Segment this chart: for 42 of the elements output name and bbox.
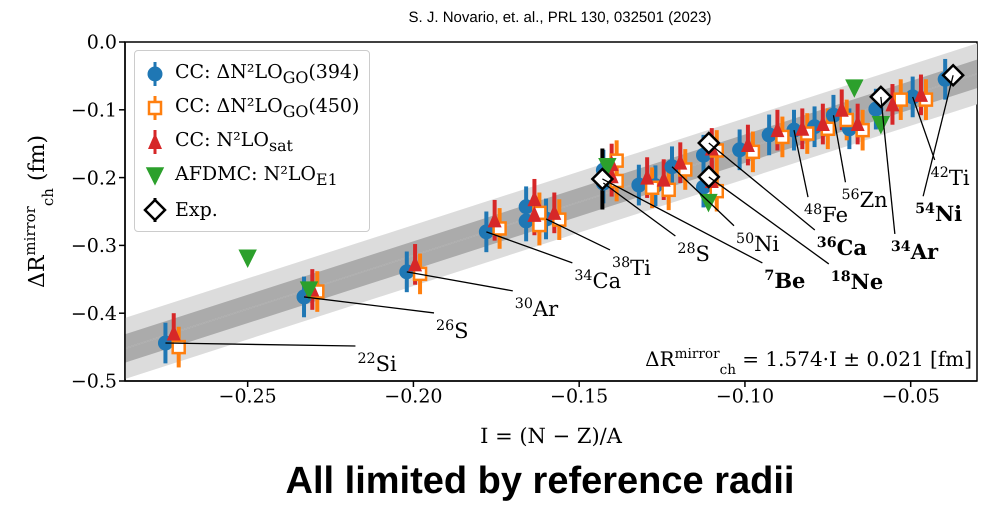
- annotation: $^{7}$Be: [764, 268, 806, 293]
- annotation: $^{54}$Ni: [915, 201, 962, 226]
- annotation: $^{22}$Si: [357, 351, 397, 376]
- annotation: $^{28}$S: [677, 241, 710, 266]
- y-tick-label: −0.4: [70, 302, 117, 325]
- y-tick-label: 0.0: [86, 32, 117, 54]
- x-tick-label: −0.25: [218, 385, 277, 408]
- point: [698, 132, 720, 154]
- x-tick-label: −0.15: [550, 385, 608, 408]
- x-tick-label: −0.20: [384, 385, 443, 408]
- point: [598, 158, 616, 176]
- text: All limited by reference radii: [286, 460, 794, 502]
- point: [942, 64, 964, 86]
- annotation: $^{30}$Ar: [514, 296, 560, 321]
- legend-label: CC: N²LO$_{sat}$: [175, 129, 293, 155]
- y-tick-label: −0.3: [70, 235, 117, 258]
- y-tick-label: −0.2: [70, 167, 117, 190]
- point: [300, 281, 318, 299]
- annotation: $^{34}$Ar: [890, 238, 940, 264]
- annotation: $^{42}$Ti: [930, 164, 970, 190]
- point: [870, 86, 892, 108]
- annotation: $^{18}$Ne: [830, 268, 884, 294]
- annotation: $^{26}$S: [436, 318, 469, 343]
- annotation: ΔR$^{mirror}$$_{ch}$ = 1.574·I ± 0.021 [fm]: [645, 346, 972, 378]
- x-tick-label: −0.10: [716, 385, 774, 408]
- legend-label: CC: ΔN²LO$_{GO}$(450): [175, 95, 360, 121]
- point: [527, 206, 542, 222]
- legend-label: AFDMC: N²LO$_{E1}$: [175, 163, 338, 189]
- y-tick-label: −0.1: [70, 100, 117, 122]
- y-tick-label: −0.5: [70, 370, 117, 393]
- annotation: $^{48}$Fe: [804, 202, 848, 228]
- legend-label: Exp.: [175, 199, 218, 221]
- point: [238, 250, 256, 268]
- text: S. J. Novario, et. al., PRL 130, 032501 (2023): [408, 9, 712, 26]
- annotation: $^{50}$Ni: [736, 230, 780, 256]
- x-tick-label: −0.05: [882, 385, 940, 408]
- point: [894, 92, 908, 107]
- x-axis-title: I = (N − Z)/A: [480, 424, 623, 448]
- point: [698, 166, 720, 188]
- legend-label: CC: ΔN²LO$_{GO}$(394): [175, 61, 360, 87]
- point: [846, 79, 864, 97]
- annotation: $^{36}$Ca: [816, 235, 868, 260]
